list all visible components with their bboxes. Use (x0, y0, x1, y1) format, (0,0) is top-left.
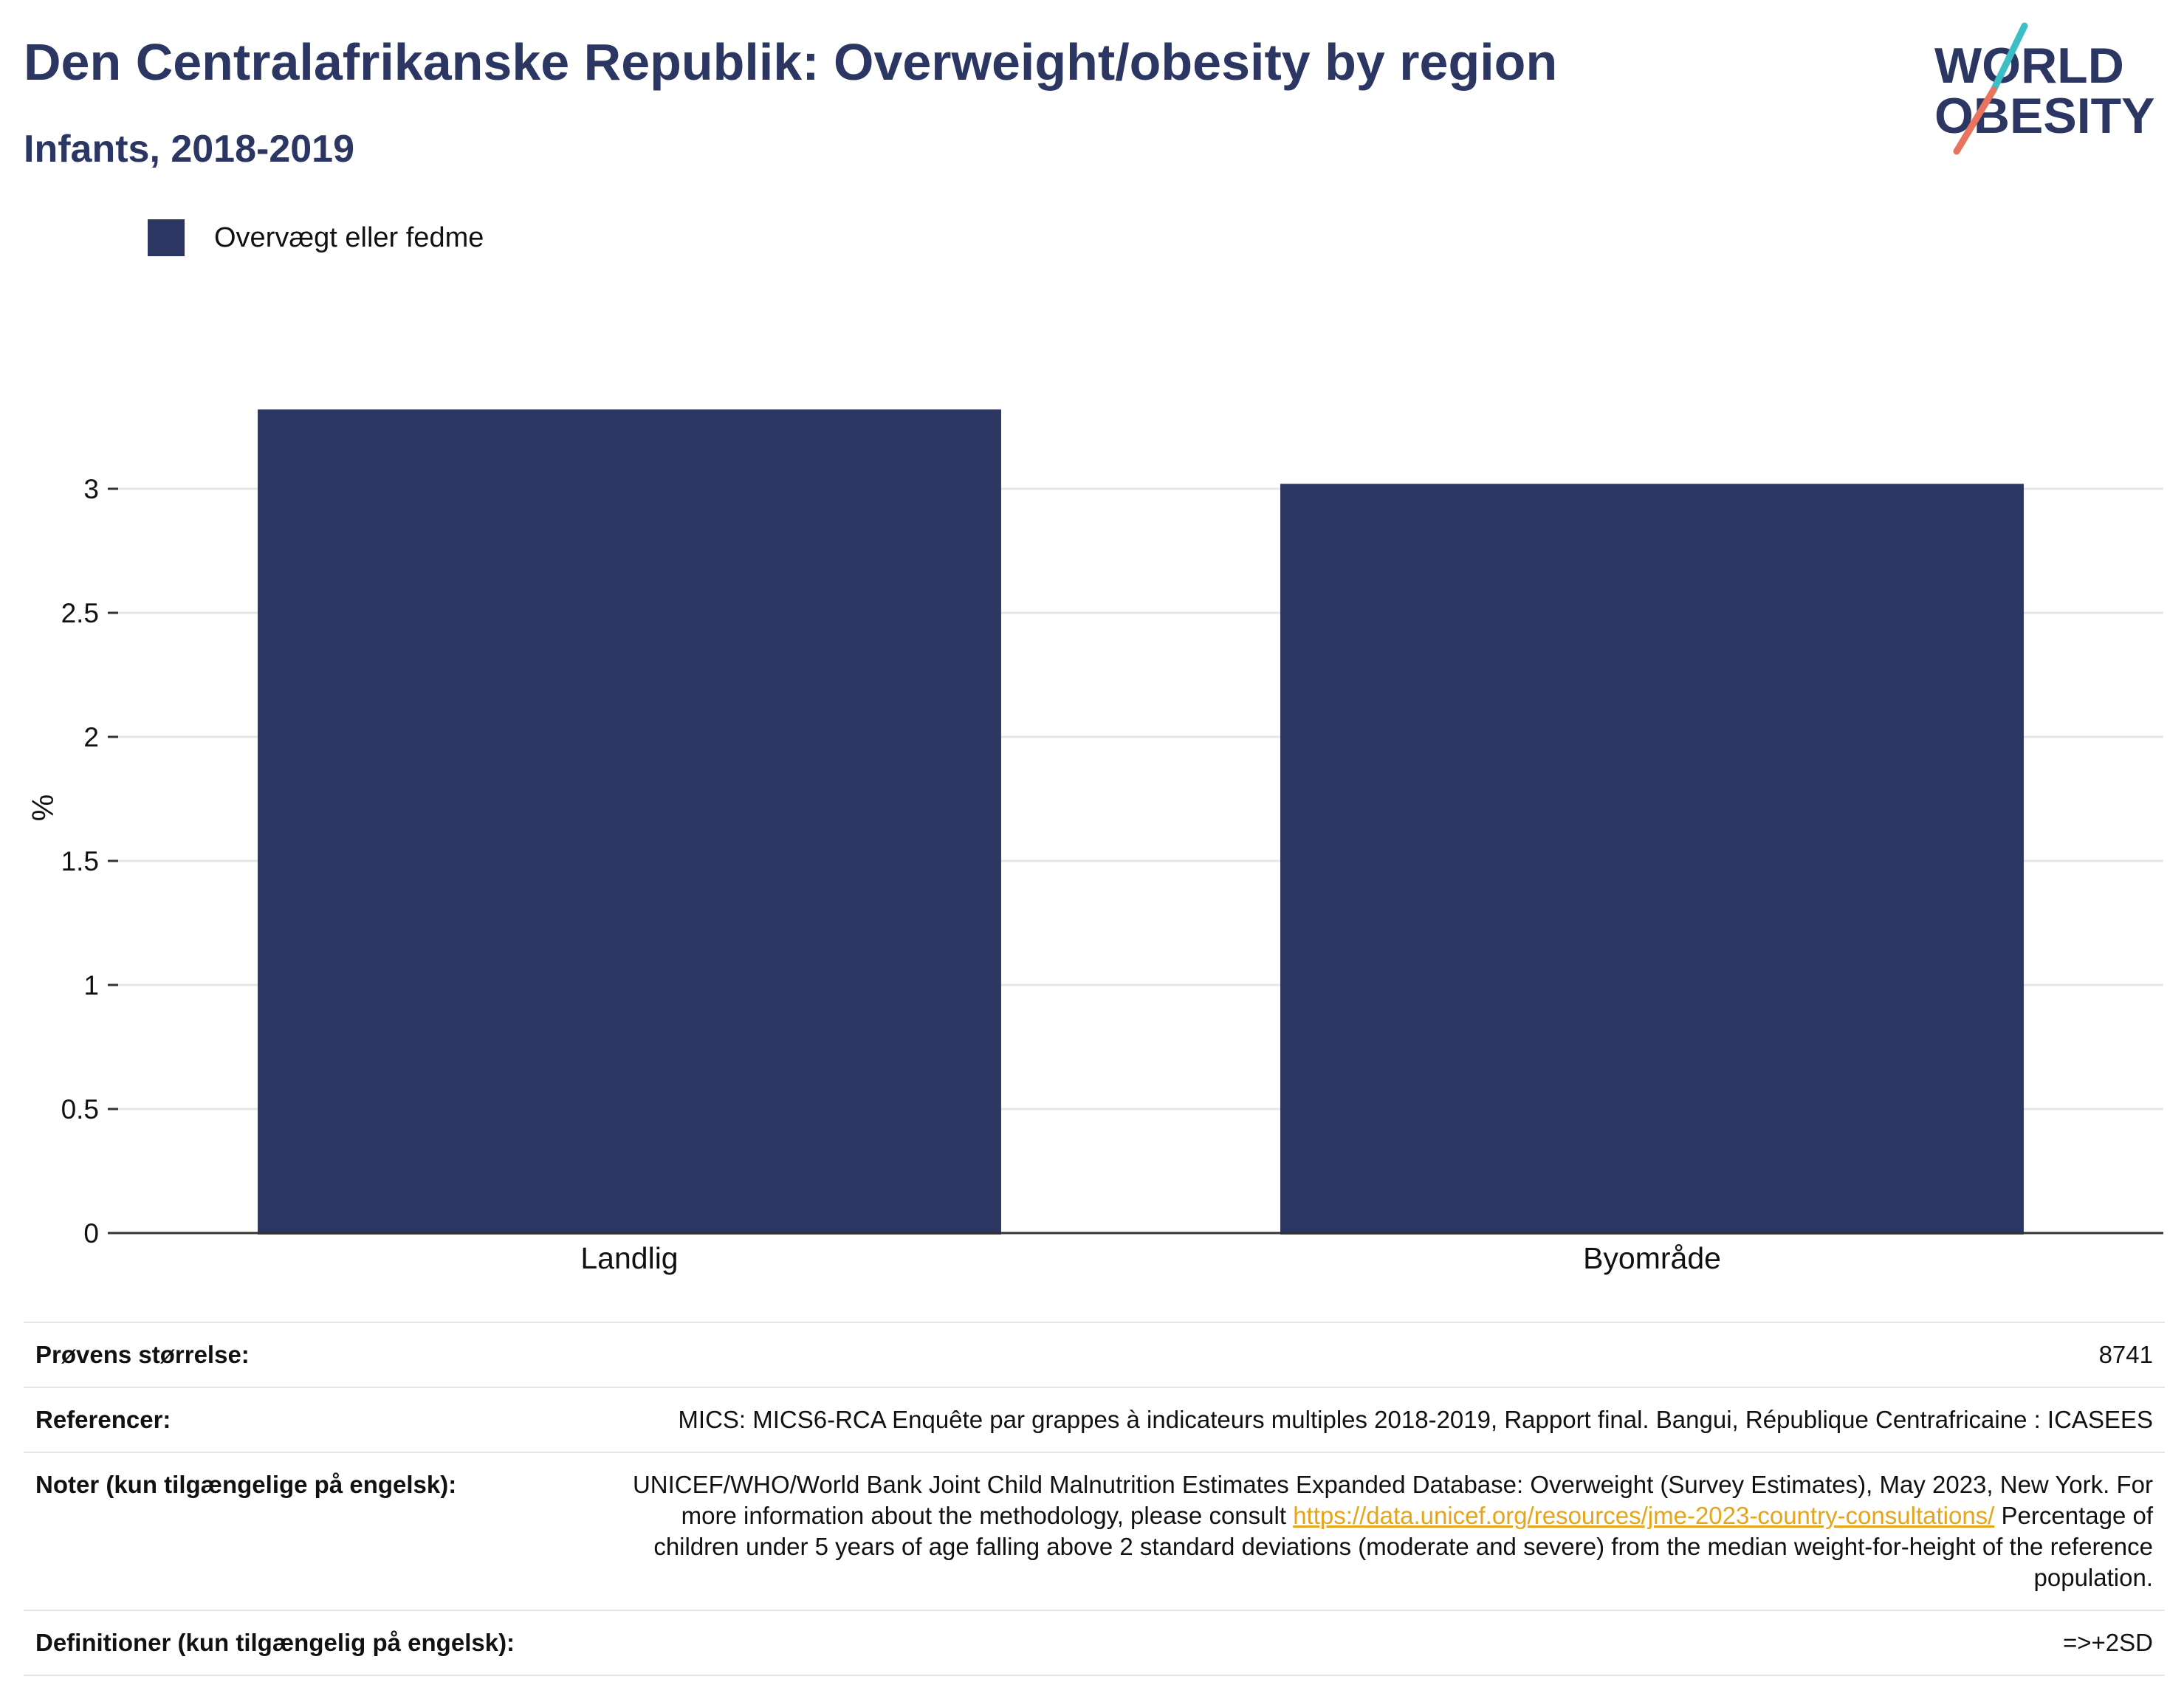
references-label: Referencer: (24, 1387, 608, 1453)
y-tick-label: 3 (83, 474, 99, 504)
logo-slash-coral (1953, 86, 1997, 155)
chart-title: Den Centralafrikanske Republik: Overweig… (24, 33, 1558, 91)
logo-word-world: WORLD (1934, 38, 2124, 94)
y-tick-label: 2 (83, 722, 99, 752)
references-value: MICS: MICS6-RCA Enquête par grappes à in… (608, 1387, 2165, 1453)
logo-slash-teal (1990, 22, 2028, 94)
chart-subtitle: Infants, 2018-2019 (24, 128, 355, 171)
definitions-value: =>+2SD (608, 1610, 2165, 1676)
y-tick-label: 1 (83, 970, 99, 1000)
definitions-label: Definitioner (kun tilgængelig på engelsk… (24, 1610, 608, 1676)
legend-label: Overvægt eller fedme (214, 222, 484, 253)
notes-label: Noter (kun tilgængelige på engelsk): (24, 1452, 608, 1611)
world-obesity-logo: WORLD OBESITY (1934, 22, 2155, 155)
sample-size-value: 8741 (608, 1322, 2165, 1388)
x-tick-label: Landlig (580, 1241, 678, 1275)
notes-text-2: Percentage of children under 5 years of … (653, 1502, 2153, 1591)
y-axis-label: % (26, 794, 60, 821)
y-tick-label: 0.5 (61, 1094, 99, 1125)
bar (258, 409, 1001, 1235)
y-tick-label: 0 (83, 1218, 99, 1249)
x-tick-label: Byområde (1583, 1241, 1721, 1275)
y-tick-label: 1.5 (61, 846, 99, 876)
methodology-link[interactable]: https://data.unicef.org/resources/jme-20… (1293, 1502, 1995, 1529)
sample-size-label: Prøvens størrelse: (24, 1322, 608, 1388)
info-row-notes: Noter (kun tilgængelige på engelsk): UNI… (24, 1452, 2165, 1611)
notes-text-1: UNICEF/WHO/World Bank Joint Child Malnut… (632, 1471, 2153, 1529)
logo-word-obesity: OBESITY (1934, 88, 2155, 144)
y-tick-label: 2.5 (61, 598, 99, 628)
legend-swatch (148, 219, 185, 256)
info-table: Prøvens størrelse: 8741 Referencer: MICS… (24, 1322, 2165, 1676)
legend[interactable]: Overvægt eller fedme (148, 219, 484, 257)
bar-chart: 0 0.5 1 1.5 2 2.5 3 Landlig Byområde% (26, 409, 2163, 1275)
info-row-definitions: Definitioner (kun tilgængelig på engelsk… (24, 1610, 2165, 1676)
bar (1280, 484, 2024, 1235)
info-row-sample-size: Prøvens størrelse: 8741 (24, 1322, 2165, 1388)
info-row-references: Referencer: MICS: MICS6-RCA Enquête par … (24, 1387, 2165, 1453)
notes-value: UNICEF/WHO/World Bank Joint Child Malnut… (608, 1452, 2165, 1611)
